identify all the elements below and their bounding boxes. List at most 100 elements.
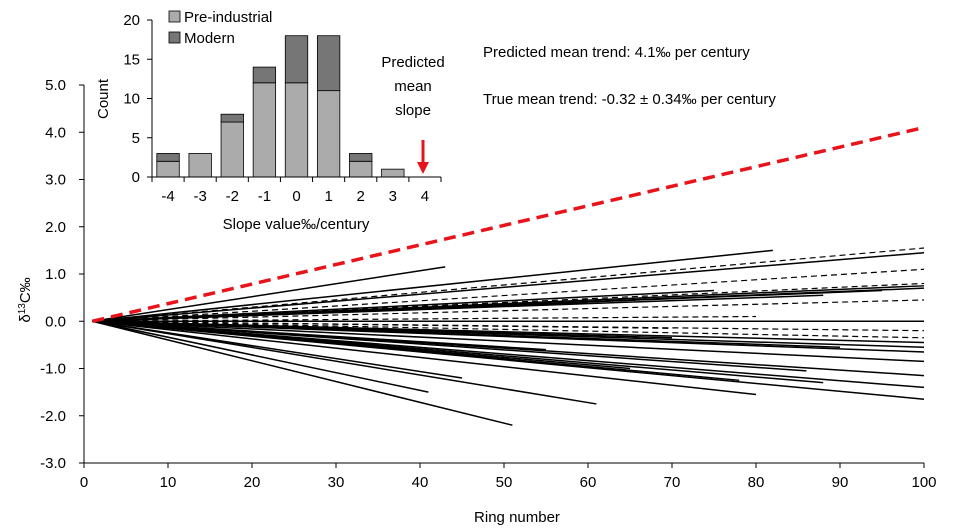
main-y-axis-title-superscript: 13 xyxy=(17,303,28,315)
predicted-trend-annotation: Predicted mean trend: 4.1‰ per century xyxy=(483,44,750,61)
legend-swatch-pre-industrial xyxy=(168,10,181,23)
main-y-tick-label: 0.0 xyxy=(45,313,66,330)
histogram-bar-pre-industrial xyxy=(316,90,341,178)
inset-y-tick-label: 20 xyxy=(123,12,140,29)
main-x-tick-label: 50 xyxy=(496,474,513,491)
legend-label-modern: Modern xyxy=(184,30,235,47)
main-y-tick-labels: -3.0 -2.0 -1.0 0.0 1.0 2.0 3.0 4.0 5.0 xyxy=(40,77,66,472)
inset-legend: Pre-industrial Modern xyxy=(168,9,272,47)
histogram-bar-pre-industrial xyxy=(156,160,180,178)
inset-histogram: -4 -3 -2 -1 0 1 2 3 4 0 5 10 15 20 Slope value‰/cent… xyxy=(95,9,445,233)
inset-y-tick-label: 10 xyxy=(123,91,140,108)
main-x-tick-label: 10 xyxy=(160,474,177,491)
inset-y-tick-label: 15 xyxy=(123,51,140,68)
predicted-mean-trend-line xyxy=(92,125,925,323)
histogram-bar-modern xyxy=(316,35,341,92)
predicted-slope-label-line-2: mean xyxy=(394,78,432,95)
main-y-tick-label: 4.0 xyxy=(45,124,66,141)
main-x-tick-label: 70 xyxy=(664,474,681,491)
dashed-trend-line xyxy=(92,320,673,329)
main-y-axis-title: δ13C‰ xyxy=(17,277,35,322)
inset-y-tick-labels: 0 5 10 15 20 xyxy=(123,12,140,186)
inset-x-tick-label: 1 xyxy=(324,188,332,205)
inset-x-tick-label: -2 xyxy=(226,188,239,205)
predicted-slope-label-line-3: slope xyxy=(395,102,431,119)
histogram-bar-modern xyxy=(284,35,309,84)
true-trend-annotation: True mean trend: -0.32 ± 0.34‰ per centu… xyxy=(483,91,776,108)
dashed-trend-line xyxy=(92,315,757,322)
inset-x-tick-labels: -4 -3 -2 -1 0 1 2 3 4 xyxy=(161,188,429,205)
solid-trend-line xyxy=(92,301,589,322)
inset-x-tick-label: 4 xyxy=(421,188,429,205)
main-x-tick-label: 60 xyxy=(580,474,597,491)
inset-x-tick-label: 3 xyxy=(389,188,397,205)
main-y-tick-label: 2.0 xyxy=(45,219,66,236)
main-chart: 0 10 20 30 40 50 60 70 80 90 100 -3.0-2.0-1.00.01.… xyxy=(17,44,937,526)
main-x-tick-label: 100 xyxy=(911,474,936,491)
histogram-bar-pre-industrial xyxy=(188,153,212,178)
solid-trend-line xyxy=(92,320,807,372)
inset-y-axis-title: Count xyxy=(95,78,112,119)
dashed-trend-line xyxy=(92,268,925,322)
solid-trend-line xyxy=(92,320,513,426)
main-axes xyxy=(79,84,925,468)
predicted-slope-annotation: Predicted mean slope xyxy=(381,54,445,174)
solid-trend-line xyxy=(92,320,429,393)
main-x-tick-labels: 0 10 20 30 40 50 60 70 80 90 100 xyxy=(80,474,937,491)
main-y-tick-label: 1.0 xyxy=(45,266,66,283)
solid-trend-line xyxy=(92,320,925,363)
inset-x-axis-title: Slope value‰/century xyxy=(223,216,370,233)
inset-bar-layer xyxy=(156,35,405,178)
dashed-trend-line xyxy=(92,320,925,339)
predicted-slope-label-line-1: Predicted xyxy=(381,54,444,71)
histogram-bar-pre-industrial xyxy=(252,82,277,178)
histogram-bar-modern xyxy=(156,153,180,162)
main-y-tick-label: -2.0 xyxy=(40,408,66,425)
solid-trend-line xyxy=(92,320,841,348)
legend-label-pre-industrial: Pre-industrial xyxy=(184,9,272,26)
solid-trend-line xyxy=(92,251,925,322)
main-line-layer xyxy=(92,125,925,426)
inset-x-tick-label: -3 xyxy=(193,188,206,205)
main-y-axis-title-delta: δ xyxy=(17,314,34,322)
histogram-bar-pre-industrial xyxy=(349,160,373,178)
main-y-tick-label: 5.0 xyxy=(45,77,66,94)
main-y-tick-label: -1.0 xyxy=(40,361,66,378)
inset-x-tick-label: -1 xyxy=(258,188,271,205)
solid-trend-line xyxy=(92,320,547,351)
legend-swatch-modern xyxy=(168,31,181,44)
solid-trend-line xyxy=(92,320,597,405)
inset-axes xyxy=(147,19,442,182)
main-y-axis-title-rest: C‰ xyxy=(17,277,34,303)
dashed-trend-line xyxy=(92,247,925,322)
solid-trend-line xyxy=(92,289,715,322)
histogram-bar-pre-industrial xyxy=(220,121,244,178)
histogram-bar-pre-industrial xyxy=(381,168,405,178)
main-x-tick-label: 30 xyxy=(328,474,345,491)
inset-x-tick-label: 0 xyxy=(292,188,300,205)
histogram-bar-modern xyxy=(349,153,373,162)
main-x-tick-label: 20 xyxy=(244,474,261,491)
main-x-tick-label: 0 xyxy=(80,474,88,491)
inset-x-tick-label: 2 xyxy=(357,188,365,205)
histogram-bar-modern xyxy=(252,66,277,84)
dashed-trend-line xyxy=(92,282,925,322)
solid-trend-line xyxy=(92,320,673,339)
main-x-axis-title: Ring number xyxy=(474,509,560,526)
histogram-bar-pre-industrial xyxy=(284,82,309,178)
solid-trend-line xyxy=(92,320,463,379)
main-x-tick-label: 40 xyxy=(412,474,429,491)
inset-x-tick-label: -4 xyxy=(161,188,174,205)
inset-y-tick-label: 0 xyxy=(132,169,140,186)
solid-trend-line xyxy=(92,266,446,322)
solid-trend-line xyxy=(92,249,773,322)
inset-y-tick-label: 5 xyxy=(132,130,140,147)
main-y-tick-label: 3.0 xyxy=(45,172,66,189)
solid-trend-line xyxy=(92,320,757,396)
main-x-tick-label: 90 xyxy=(832,474,849,491)
histogram-bar-modern xyxy=(220,113,244,123)
main-x-tick-label: 80 xyxy=(748,474,765,491)
dashed-trend-line xyxy=(92,299,925,322)
predicted-slope-arrow-head xyxy=(417,162,429,174)
